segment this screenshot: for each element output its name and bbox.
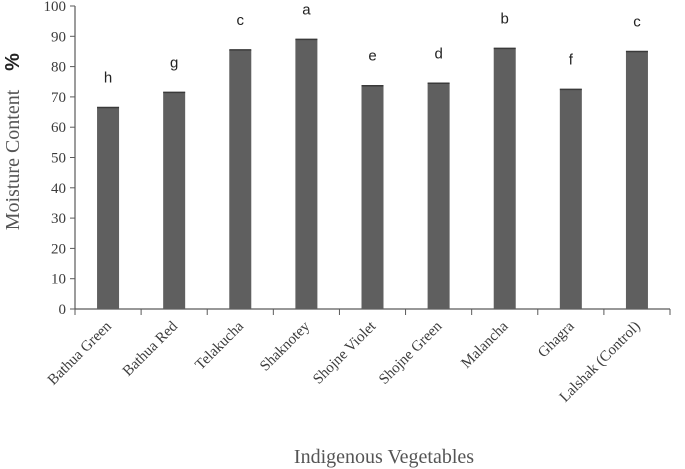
bar [229,49,252,310]
y-tick-label: 30 [51,211,66,227]
bar [625,51,648,309]
y-tick-label: 10 [51,272,66,288]
bar [163,92,186,309]
significance-letter: c [633,13,641,30]
category-label: Malancha [458,318,511,371]
bar [295,39,318,310]
y-tick-label: 70 [51,90,66,106]
y-tick-label: 90 [51,29,66,45]
y-tick-label: 100 [44,0,67,15]
bar [493,48,516,310]
significance-letter: c [237,12,245,29]
category-label: Shaknotey [257,318,313,374]
y-axis-title-group: Moisture Content % [2,53,24,230]
y-tick-label: 80 [51,60,66,76]
significance-letter: a [302,1,311,18]
significance-letter: e [368,48,376,65]
category-label: Shojne Violet [310,318,380,388]
bar-series [97,38,648,310]
significance-letter: h [104,70,112,87]
category-label: Shojne Green [376,318,446,388]
bar [361,85,384,310]
y-tick-label: 40 [51,181,66,197]
y-tick-label: 20 [51,241,66,257]
bar [559,89,582,309]
significance-letter: g [170,54,178,71]
bar [97,107,120,309]
x-axis-title: Indigenous Vegetables [294,446,474,468]
significance-letter: b [501,10,509,27]
category-label: Bathua Red [120,318,181,379]
significance-letter: f [569,51,574,68]
category-label: Bathua Green [45,318,115,388]
y-axis-unit: % [2,53,24,71]
category-label: Ghagra [535,318,578,361]
y-tick-label: 50 [51,151,66,167]
category-labels: h Bathua Green g Bathua Red c Telakucha a Shakn… [45,1,644,405]
y-axis-title: Moisture Content [2,89,24,230]
axes: 0 10 20 30 40 50 60 70 80 90 100 [44,0,671,318]
category-label: Telakucha [192,318,247,373]
significance-letter: d [434,45,442,62]
y-tick-label: 60 [51,120,66,136]
bar [427,83,450,309]
y-tick-label: 0 [59,302,67,318]
